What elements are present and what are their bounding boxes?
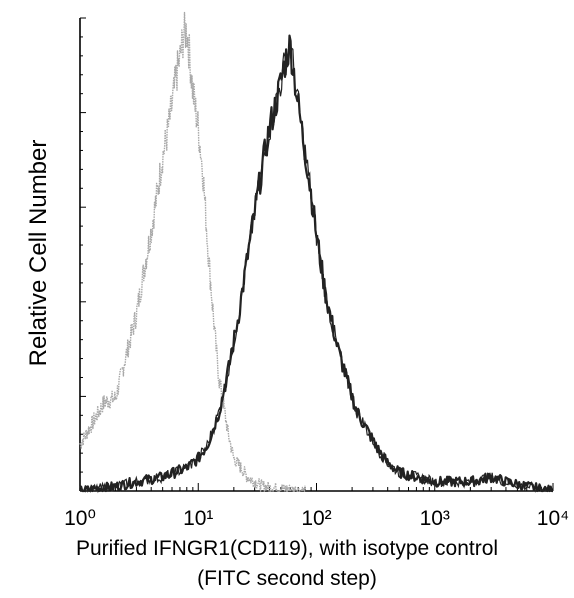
x-axis-title: Purified IFNGR1(CD119), with isotype con… (75, 537, 499, 560)
x-tick-label: 10² (301, 507, 331, 530)
x-axis-subtitle: (FITC second step) (197, 567, 377, 590)
histogram-series (79, 11, 553, 494)
ifngr1-histogram (79, 34, 553, 493)
x-tick-label: 10⁰ (64, 507, 96, 530)
axis-ticks: 10⁰ 10¹ 10² 10³ 10⁴ (64, 17, 569, 530)
x-tick-label: 10³ (420, 507, 450, 530)
x-tick-label: 10⁴ (537, 507, 569, 530)
ifngr1-histogram-noise (79, 44, 553, 494)
x-tick-label: 10¹ (183, 507, 213, 530)
isotype-control-histogram (79, 11, 306, 492)
axes (79, 18, 553, 492)
y-axis-title: Relative Cell Number (25, 140, 52, 367)
